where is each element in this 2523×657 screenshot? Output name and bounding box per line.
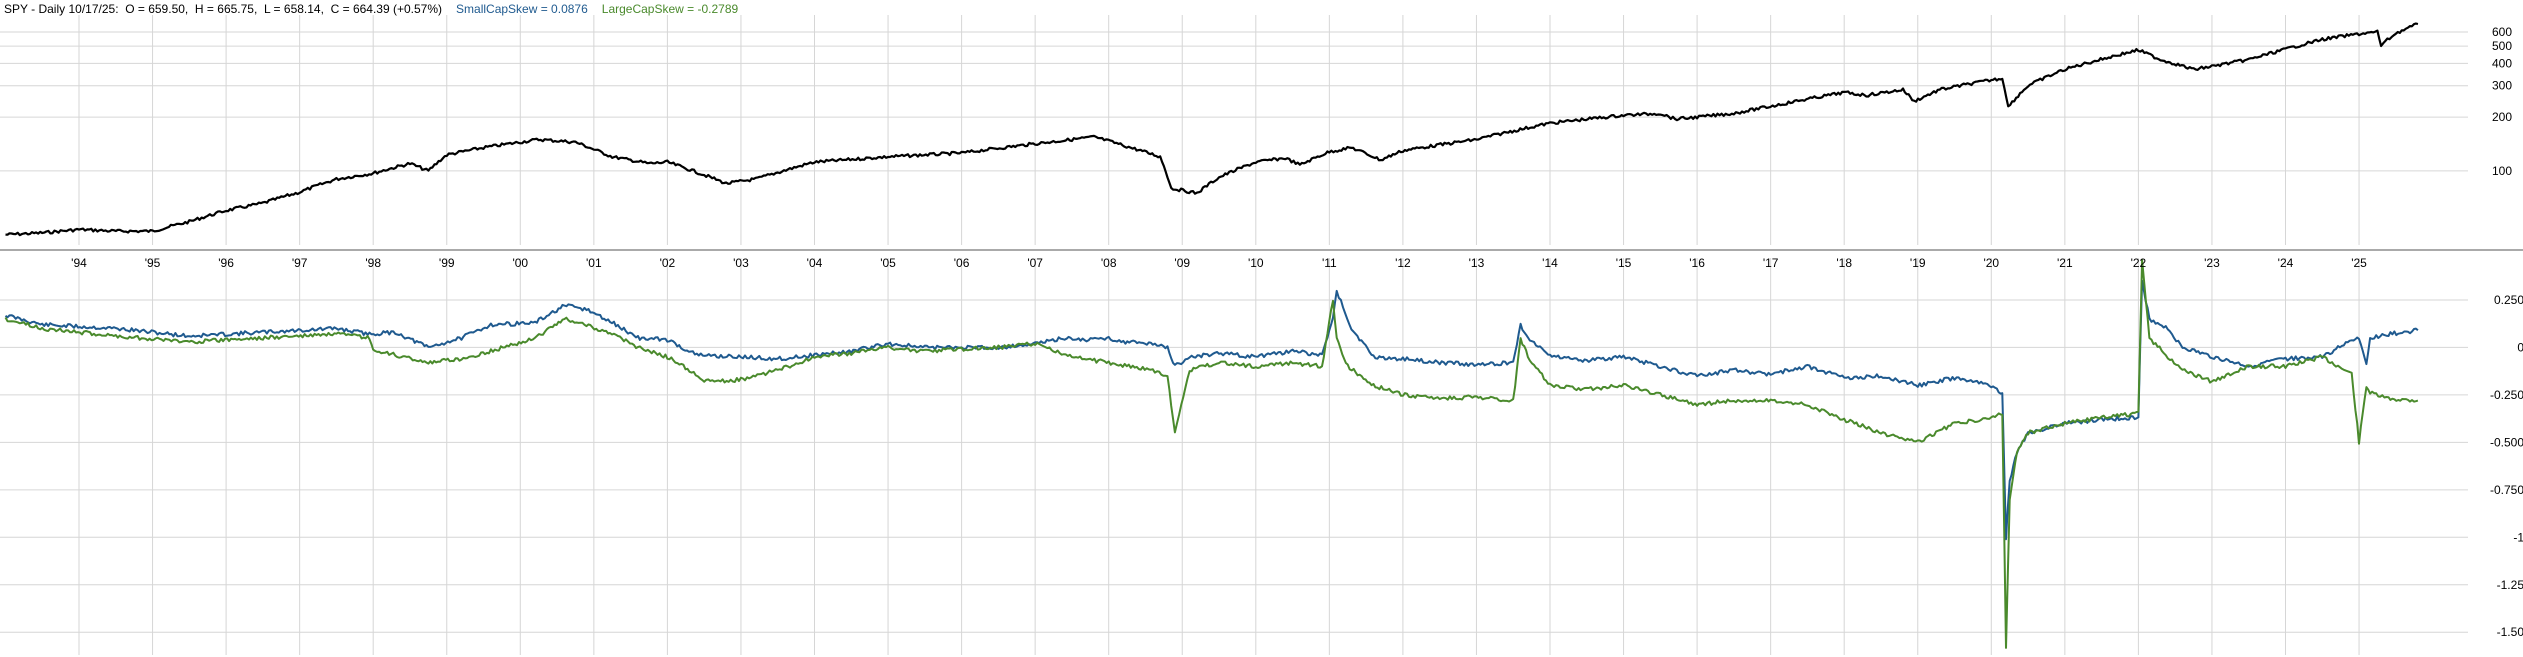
x-tick-label: '11 (1322, 256, 1337, 270)
x-tick-label: '98 (365, 256, 381, 270)
large-cap-skew-legend: LargeCapSkew = -0.2789 (601, 2, 739, 16)
x-tick-label: '14 (1542, 256, 1558, 270)
x-tick-label: '06 (954, 256, 970, 270)
x-tick-label: '17 (1763, 256, 1779, 270)
price-y-tick-label: 500 (2492, 39, 2512, 53)
x-tick-label: '01 (586, 256, 602, 270)
skew-y-tick-label: -1.50 (2497, 625, 2523, 639)
x-tick-label: '99 (439, 256, 455, 270)
symbol-period: SPY - Daily (4, 2, 66, 16)
x-tick-label: '18 (1836, 256, 1852, 270)
price-y-tick-label: 600 (2492, 25, 2512, 39)
high-value: H = 665.75, (194, 2, 258, 16)
x-tick-label: '00 (512, 256, 528, 270)
low-value: L = 658.14, (263, 2, 324, 16)
x-tick-label: '08 (1101, 256, 1117, 270)
x-tick-label: '97 (292, 256, 308, 270)
x-tick-label: '24 (2278, 256, 2294, 270)
skew-y-tick-label: -0.750 (2490, 483, 2523, 497)
price-y-tick-label: 300 (2492, 79, 2512, 93)
price-y-tick-label: 400 (2492, 56, 2512, 70)
skew-y-tick-label: 0 (2517, 340, 2523, 354)
price-y-tick-label: 100 (2492, 164, 2512, 178)
x-tick-label: '12 (1395, 256, 1411, 270)
x-tick-label: '96 (218, 256, 234, 270)
skew-y-tick-label: -0.500 (2490, 435, 2523, 449)
x-tick-label: '10 (1248, 256, 1264, 270)
x-tick-label: '94 (71, 256, 87, 270)
x-tick-label: '22 (2131, 256, 2147, 270)
x-tick-label: '02 (660, 256, 676, 270)
x-tick-label: '25 (2351, 256, 2367, 270)
chart-header: SPY - Daily 10/17/25: O = 659.50, H = 66… (4, 2, 738, 16)
large-cap-skew-line (4, 259, 2419, 649)
close-value: C = 664.39 (+0.57%) (330, 2, 443, 16)
x-tick-label: '05 (880, 256, 896, 270)
price-y-tick-label: 200 (2492, 110, 2512, 124)
spy-price-line (5, 22, 2419, 237)
small-cap-skew-legend: SmallCapSkew = 0.0876 (456, 2, 588, 16)
x-tick-label: '95 (145, 256, 161, 270)
skew-y-tick-label: -0.250 (2490, 388, 2523, 402)
small-cap-skew-line (4, 279, 2419, 541)
x-tick-label: '03 (733, 256, 749, 270)
skew-y-tick-label: 0.250 (2494, 293, 2523, 307)
open-value: O = 659.50, (125, 2, 189, 16)
x-tick-label: '16 (1689, 256, 1705, 270)
x-tick-label: '09 (1174, 256, 1190, 270)
x-tick-label: '04 (807, 256, 823, 270)
x-tick-label: '23 (2204, 256, 2220, 270)
x-tick-label: '19 (1910, 256, 1926, 270)
x-tick-label: '15 (1616, 256, 1632, 270)
label-layer: '94 '95 '96 '97 '98 '99 '00 '01 '02 '03 '04 '05 '06 '… (71, 25, 2523, 639)
quote-date: 10/17/25: (68, 2, 119, 16)
grid-layer (0, 15, 2468, 655)
series-layer (4, 22, 2419, 649)
x-tick-label: '13 (1469, 256, 1485, 270)
x-tick-label: '20 (1983, 256, 1999, 270)
x-tick-label: '21 (2057, 256, 2073, 270)
x-tick-label: '07 (1027, 256, 1043, 270)
skew-y-tick-label: -1.25 (2497, 578, 2523, 592)
skew-y-tick-label: -1 (2513, 530, 2523, 544)
